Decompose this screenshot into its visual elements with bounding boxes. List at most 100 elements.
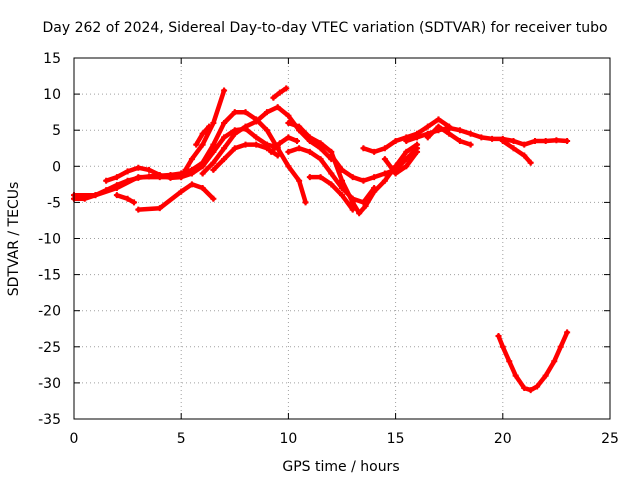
data-point <box>435 123 442 130</box>
data-point <box>371 148 378 155</box>
y-tick-label: -10 <box>38 232 61 248</box>
data-point <box>178 188 185 195</box>
data-point <box>360 177 367 184</box>
data-point <box>381 145 388 152</box>
data-point <box>199 163 206 170</box>
data-point <box>302 199 309 206</box>
data-point <box>424 123 431 130</box>
series-line <box>268 135 300 155</box>
y-tick-label: 10 <box>43 87 61 103</box>
series-line <box>500 138 533 165</box>
data-point <box>178 174 185 181</box>
data-point <box>221 119 228 126</box>
data-point <box>103 177 110 184</box>
series-arc-11 <box>268 134 300 155</box>
data-point <box>424 134 431 141</box>
data-point <box>521 141 528 148</box>
data-point <box>276 89 283 96</box>
data-point <box>231 109 238 116</box>
data-point <box>381 170 388 177</box>
series-arc-7 <box>193 123 213 148</box>
data-point <box>206 123 213 130</box>
data-point <box>270 94 277 101</box>
data-point <box>182 166 189 173</box>
y-tick-label: 0 <box>52 159 61 175</box>
data-point <box>435 116 442 123</box>
data-point <box>156 205 163 212</box>
series-arc-21 <box>495 329 571 394</box>
data-point <box>328 170 335 177</box>
series-arc-13 <box>285 145 378 206</box>
data-point <box>188 170 195 177</box>
data-point <box>521 152 528 159</box>
data-point <box>542 138 549 145</box>
data-point <box>135 206 142 213</box>
data-point <box>360 199 367 206</box>
data-point <box>124 195 131 202</box>
data-point <box>199 141 206 148</box>
data-point <box>188 181 195 188</box>
data-point <box>167 174 174 181</box>
data-point <box>362 203 369 210</box>
grid-lines <box>74 58 610 419</box>
data-point <box>274 152 281 159</box>
data-point <box>113 174 120 181</box>
data-point <box>135 174 142 181</box>
data-point <box>306 174 313 181</box>
data-point <box>199 184 206 191</box>
data-point <box>381 177 388 184</box>
data-point <box>274 104 281 111</box>
data-point <box>306 134 313 141</box>
data-point <box>210 148 217 155</box>
data-point <box>349 195 356 202</box>
data-point <box>371 174 378 181</box>
data-point <box>285 148 292 155</box>
y-tick-label: -15 <box>38 268 61 284</box>
series-arc-4 <box>113 192 138 206</box>
chart-title: Day 262 of 2024, Sidereal Day-to-day VTE… <box>42 20 607 36</box>
data-point <box>349 174 356 181</box>
data-point <box>531 138 538 145</box>
x-tick-label: 10 <box>279 431 297 447</box>
data-point <box>285 134 292 141</box>
data-point <box>253 141 260 148</box>
x-tick-label: 15 <box>387 431 405 447</box>
data-point <box>456 138 463 145</box>
data-point <box>306 148 313 155</box>
series-arc-19 <box>424 123 474 148</box>
data-point <box>339 184 345 191</box>
data-point <box>276 140 283 147</box>
y-tick-label: 15 <box>43 51 61 67</box>
data-point <box>317 140 324 147</box>
data-point <box>210 166 217 173</box>
data-point <box>534 383 541 390</box>
data-point <box>564 138 571 145</box>
data-point <box>242 109 249 116</box>
x-axis-label: GPS time / hours <box>282 459 399 475</box>
y-tick-label: -20 <box>38 304 61 320</box>
data-point <box>506 358 513 365</box>
series-arc-5 <box>135 181 217 213</box>
y-tick-label: 5 <box>52 123 61 139</box>
data-point <box>414 148 421 155</box>
data-point <box>553 137 560 144</box>
series-arc-10 <box>210 141 281 173</box>
data-point <box>263 109 270 116</box>
x-tick-labels: 0 5 10 15 20 25 <box>70 431 619 447</box>
data-point <box>446 130 453 137</box>
data-point <box>210 195 217 202</box>
y-tick-label: -35 <box>38 412 61 428</box>
data-point <box>356 210 363 217</box>
data-point <box>317 156 324 163</box>
data-point <box>135 164 142 171</box>
data-point <box>113 192 120 199</box>
series-arc-17 <box>381 148 421 177</box>
data-point <box>188 156 195 163</box>
data-point <box>403 148 410 155</box>
data-point <box>221 87 228 94</box>
data-point <box>317 145 324 152</box>
data-point <box>527 159 534 166</box>
axis-ticks <box>73 57 611 420</box>
data-point <box>349 206 356 213</box>
data-point <box>478 134 485 141</box>
